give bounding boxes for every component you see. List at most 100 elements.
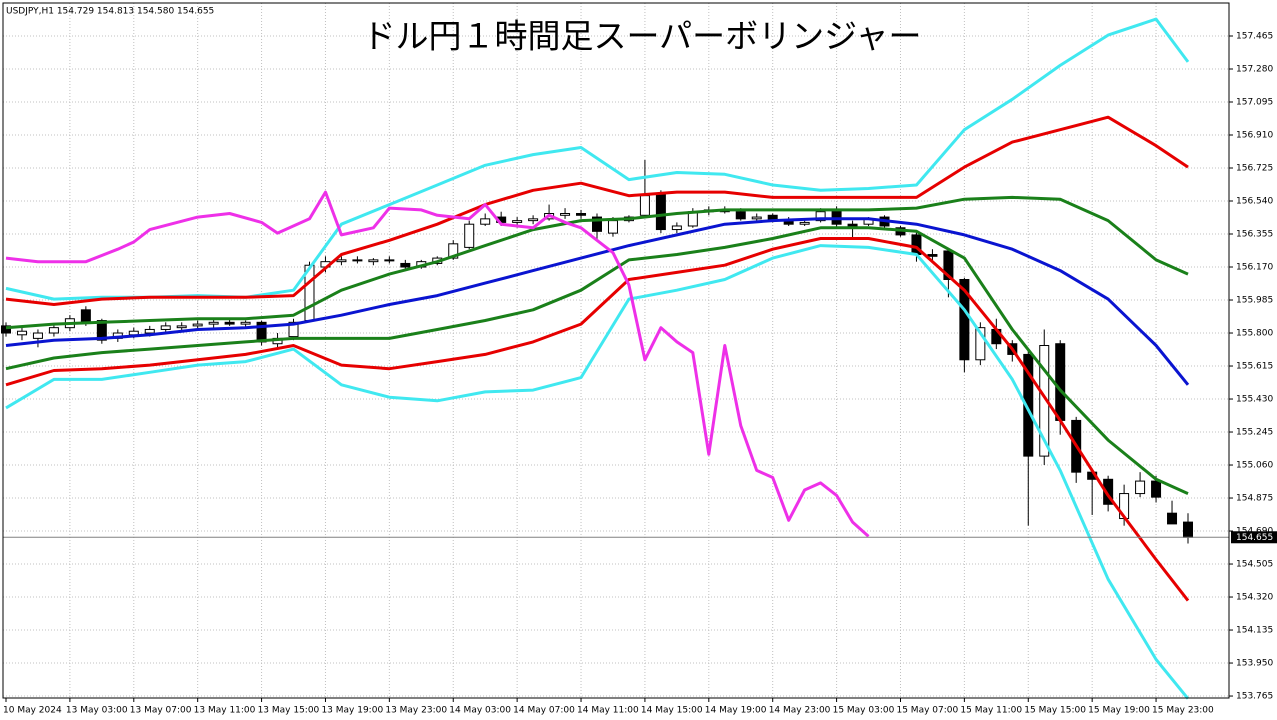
candle-body [592,216,602,232]
candle-body [1183,521,1193,538]
y-tick-label: 155.060 [1236,461,1273,471]
chart-title: ドル円１時間足スーパーボリンジャー [362,17,921,56]
band-line [5,190,870,538]
candle-body [96,320,107,341]
candle-body [32,332,43,339]
symbol-info: USDJPY,H1 154.729 154.813 154.580 154.65… [6,7,214,17]
candle-body [192,323,203,327]
candle-body [751,216,762,220]
y-tick-label: 154.320 [1236,593,1273,603]
y-tick-label: 155.800 [1236,329,1273,339]
candle-body [336,259,347,263]
y-tick-label: 154.135 [1236,626,1273,636]
candle-body [480,218,491,225]
candle-body [368,259,379,263]
y-tick-label: 155.615 [1236,362,1273,372]
x-tick-label: 10 May 2024 [3,706,62,716]
y-tick-label: 156.910 [1236,131,1273,141]
x-tick-label: 15 May 03:00 [833,706,895,716]
candle-body [847,223,858,227]
y-tick-label: 153.950 [1236,659,1273,669]
candle-body [288,321,299,338]
band-line [5,195,1189,330]
candle-body [1055,343,1066,421]
y-tick-label: 157.095 [1236,98,1273,108]
x-tick-label: 15 May 07:00 [896,706,958,716]
candle-body [671,225,682,231]
x-tick-label: 13 May 23:00 [385,706,447,716]
current-price-box [1231,531,1277,544]
candle-body [799,221,810,225]
candle-body [1023,353,1034,457]
candle-body [80,309,91,323]
candle-body [639,195,650,216]
y-tick-label: 156.355 [1236,230,1273,240]
candle-body [607,220,618,234]
plot-border [2,2,1230,699]
band-line [5,115,1189,306]
x-tick-label: 15 May 19:00 [1088,706,1150,716]
candle-body [448,243,459,259]
x-tick-label: 14 May 15:00 [641,706,703,716]
candle-body [464,223,475,248]
y-tick-label: 157.465 [1236,32,1273,42]
candle-body [560,212,571,216]
band-line [5,244,1190,700]
candle-body [352,259,363,262]
candle-body [16,330,27,336]
candle-body [1135,480,1146,495]
y-tick-label: 156.725 [1236,164,1273,174]
x-tick-label: 15 May 11:00 [960,706,1022,716]
y-tick-label: 153.765 [1236,692,1273,702]
candle-body [815,211,826,222]
x-tick-label: 14 May 03:00 [449,706,511,716]
candle-body [512,220,523,223]
y-tick-label: 155.430 [1236,395,1273,405]
band-line [5,217,1190,386]
candle-body [48,327,59,334]
lines [5,17,1190,700]
x-tick-label: 13 May 03:00 [66,706,128,716]
candle-body [1103,478,1114,505]
candle-body [208,321,219,325]
x-tick-label: 13 May 11:00 [194,706,256,716]
y-tick-label: 156.170 [1236,263,1273,273]
candle-body [224,321,235,325]
candle-body [528,218,539,222]
current-price-label: 154.655 [1236,533,1273,543]
candle-body [144,328,155,334]
x-tick-label: 13 May 19:00 [321,706,383,716]
x-tick-label: 13 May 07:00 [130,706,192,716]
candle-body [400,262,411,268]
x-tick-label: 15 May 23:00 [1152,706,1214,716]
y-tick-label: 155.245 [1236,428,1273,438]
candle-body [735,211,746,220]
candle-body [1151,480,1162,498]
band-line [5,226,1189,495]
candle-body [927,254,938,257]
candle-body [1,325,11,334]
candle-body [576,212,587,216]
candle-body [384,259,395,262]
x-tick-label: 15 May 15:00 [1024,706,1086,716]
candle-body [1167,512,1178,525]
y-tick-label: 155.985 [1236,296,1273,306]
y-tick-label: 154.875 [1236,494,1273,504]
candle-body [975,327,986,361]
candle-body [176,325,187,329]
candle-body [959,279,970,361]
y-tick-label: 157.280 [1236,65,1273,75]
x-tick-label: 14 May 11:00 [577,706,639,716]
candle-body [943,250,954,281]
x-tick-label: 13 May 15:00 [258,706,320,716]
grid [3,3,1229,698]
candle-body [831,209,842,225]
y-tick-label: 154.505 [1236,560,1273,570]
candle-body [160,325,171,330]
x-tick-label: 14 May 23:00 [769,706,831,716]
candle-body [655,193,666,231]
x-tick-label: 14 May 19:00 [705,706,767,716]
band-line [5,237,1190,602]
x-tick-label: 14 May 07:00 [513,706,575,716]
